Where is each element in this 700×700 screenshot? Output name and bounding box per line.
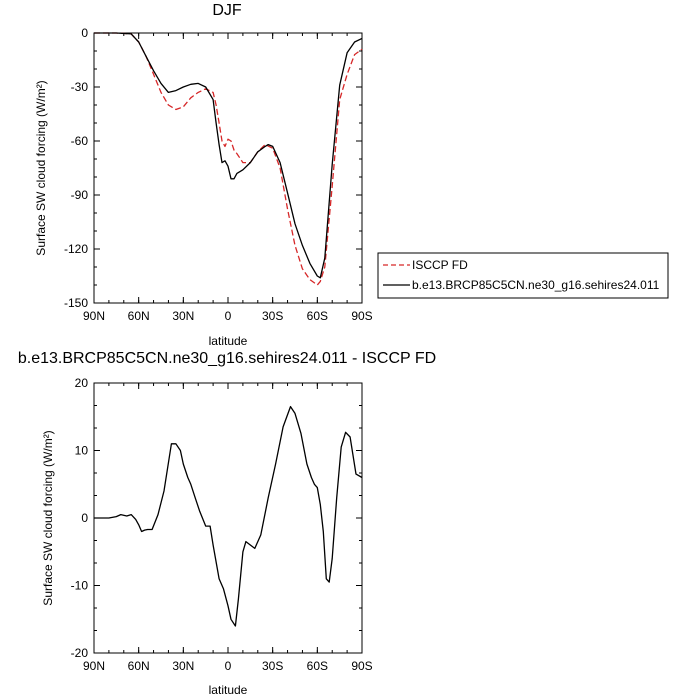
legend-label-model: b.e13.BRCP85C5CN.ne30_g16.sehires24.011	[412, 278, 660, 292]
y-tick-label: -10	[71, 579, 89, 593]
y-axis-label: Surface SW cloud forcing (W/m²)	[34, 80, 48, 255]
x-tick-label: 0	[225, 309, 232, 323]
chart-title: b.e13.BRCP85C5CN.ne30_g16.sehires24.011 …	[18, 350, 436, 367]
x-tick-label: 60N	[128, 309, 150, 323]
x-tick-label: 30S	[262, 659, 283, 673]
y-tick-label: -20	[71, 646, 89, 660]
y-tick-label: -150	[64, 296, 88, 310]
x-tick-label: 30S	[262, 309, 283, 323]
x-axis-label: latitude	[209, 683, 248, 697]
x-tick-label: 90S	[351, 659, 372, 673]
x-tick-label: 30N	[172, 309, 194, 323]
y-tick-label: -120	[64, 242, 88, 256]
series-line-model	[94, 32, 363, 279]
y-tick-label: -90	[71, 188, 89, 202]
y-tick-label: 0	[81, 511, 88, 525]
legend-label-isccp: ISCCP FD	[412, 258, 468, 272]
chart-difference: b.e13.BRCP85C5CN.ne30_g16.sehires24.011 …	[18, 350, 436, 697]
x-tick-label: 30N	[172, 659, 194, 673]
y-tick-label: 10	[75, 444, 89, 458]
x-tick-label: 60N	[128, 659, 150, 673]
y-axis-label: Surface SW cloud forcing (W/m²)	[41, 430, 55, 605]
x-tick-label: 60S	[307, 309, 328, 323]
legend-box	[377, 252, 669, 299]
x-axis-label: latitude	[209, 334, 248, 348]
y-tick-label: 0	[81, 26, 88, 40]
y-tick-label: 20	[75, 376, 89, 390]
x-tick-label: 60S	[307, 659, 328, 673]
chart-title: DJF	[212, 2, 242, 19]
y-tick-label: -60	[71, 134, 89, 148]
chart-djf: DJF 90N 60N 30N 0 30S 60S 90S 0 -30 -60 -90 -120 -15…	[34, 2, 669, 348]
x-tick-label: 0	[225, 659, 232, 673]
series-line-isccp	[94, 32, 363, 286]
x-tick-label: 90N	[83, 309, 105, 323]
legend: ISCCP FD b.e13.BRCP85C5CN.ne30_g16.sehir…	[377, 252, 669, 299]
series-line-model	[94, 405, 363, 627]
x-tick-label: 90N	[83, 659, 105, 673]
x-tick-label: 90S	[351, 309, 372, 323]
y-tick-label: -30	[71, 80, 89, 94]
